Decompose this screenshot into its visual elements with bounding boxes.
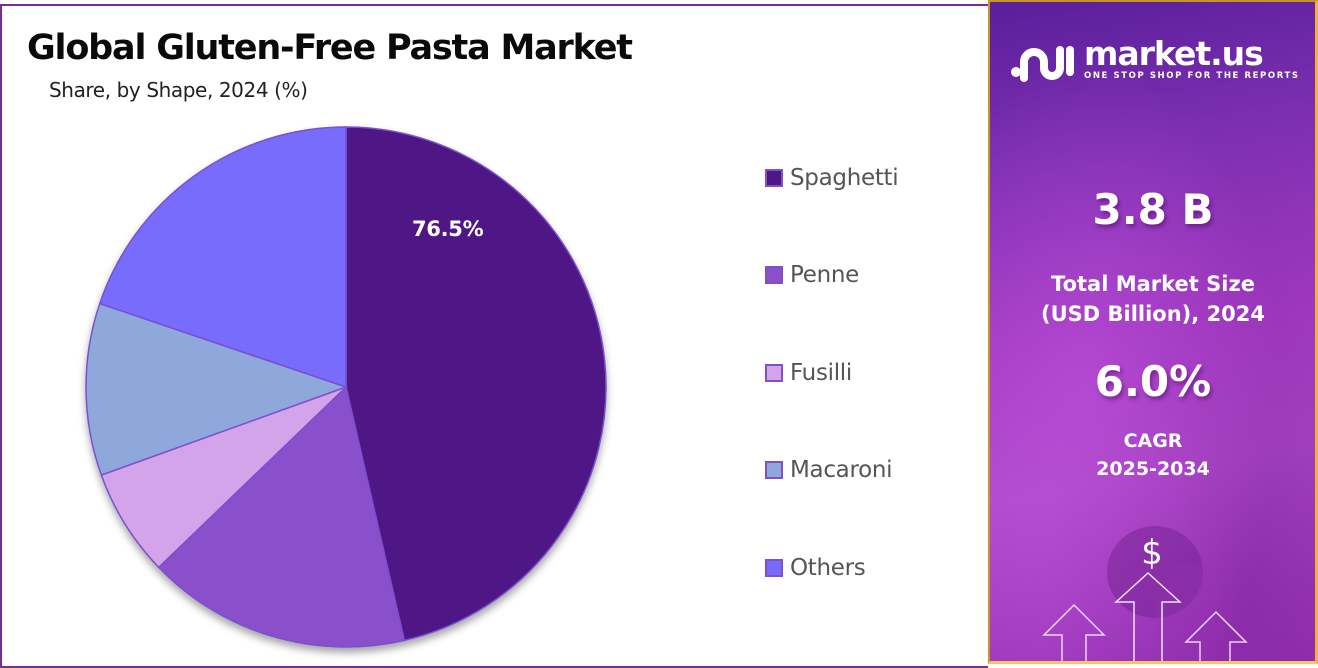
pie-slice-spaghetti[interactable] <box>345 126 607 642</box>
legend-item-macaroni[interactable]: Macaroni <box>765 457 893 483</box>
market-size-label-line1: Total Market Size <box>1051 272 1255 296</box>
cagr-period: 2025-2034 <box>1096 458 1210 480</box>
legend-item-fusilli[interactable]: Fusilli <box>765 360 852 386</box>
pie-slice-others[interactable] <box>98 126 347 389</box>
market-us-logo-icon <box>1011 46 1074 82</box>
pie-chart-svg <box>85 126 607 648</box>
pie-slice-macaroni[interactable] <box>85 302 349 477</box>
growth-arrows-decor-icon: $ <box>1042 526 1248 661</box>
legend-swatch-others <box>765 559 783 577</box>
legend-swatch-macaroni <box>765 461 783 479</box>
cagr-value: 6.0% <box>1094 357 1212 406</box>
chart-subtitle: Share, by Shape, 2024 (%) <box>49 78 308 102</box>
summary-sidebar: market.us ONE STOP SHOP FOR THE REPORTS … <box>988 0 1318 664</box>
legend-label: Macaroni <box>790 457 893 483</box>
legend-swatch-penne <box>765 266 783 284</box>
pie-chart: 76.5% <box>85 126 607 648</box>
dollar-sign-icon: $ <box>1141 533 1163 573</box>
brand-name: market.us <box>1084 34 1264 73</box>
legend-swatch-spaghetti <box>765 169 783 187</box>
chart-title: Global Gluten-Free Pasta Market <box>27 28 633 68</box>
legend-item-penne[interactable]: Penne <box>765 262 859 288</box>
legend-swatch-fusilli <box>765 364 783 382</box>
legend-label: Fusilli <box>790 360 852 386</box>
cagr-label: CAGR <box>1123 430 1183 452</box>
market-size-label-line2: (USD Billion), 2024 <box>1040 302 1266 326</box>
legend-label: Penne <box>790 262 860 288</box>
spaghetti-data-label: 76.5% <box>412 217 484 241</box>
brand-tagline: ONE STOP SHOP FOR THE REPORTS <box>1084 71 1300 81</box>
legend-item-others[interactable]: Others <box>765 555 866 581</box>
pie-slice-fusilli[interactable] <box>100 386 347 569</box>
legend-label: Spaghetti <box>790 165 899 191</box>
legend-item-spaghetti[interactable]: Spaghetti <box>765 165 899 191</box>
brand-logo[interactable]: market.us ONE STOP SHOP FOR THE REPORTS <box>1010 36 1300 86</box>
legend-label: Others <box>790 555 866 581</box>
market-size-value: 3.8 B <box>1092 185 1214 234</box>
pie-slice-penne[interactable] <box>157 385 406 648</box>
